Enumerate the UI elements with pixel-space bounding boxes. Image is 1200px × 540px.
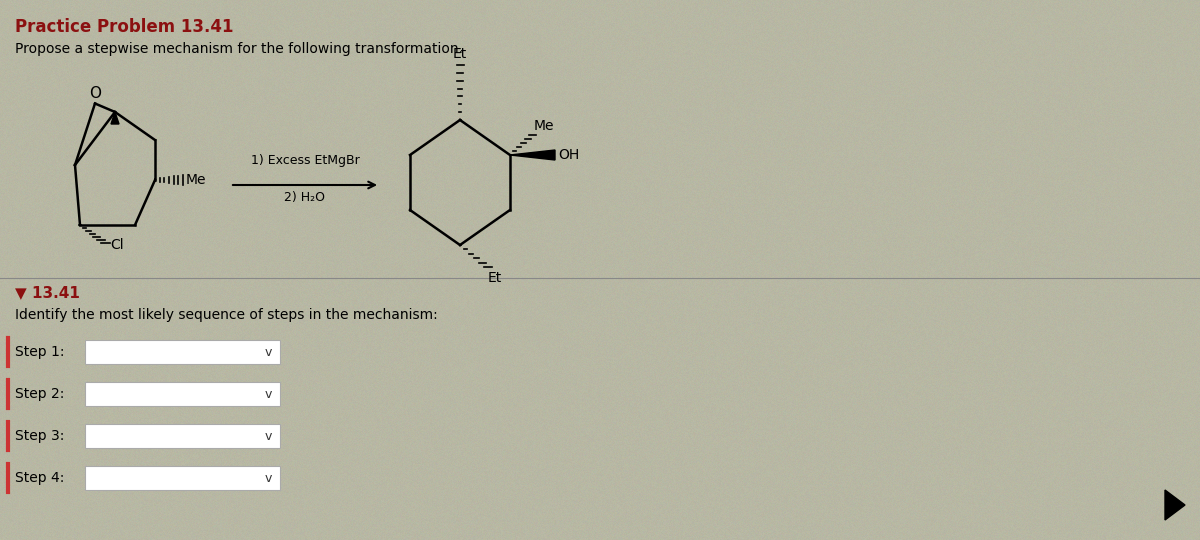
Polygon shape <box>510 150 554 160</box>
Text: Step 4:: Step 4: <box>14 471 65 485</box>
Text: Propose a stepwise mechanism for the following transformation.: Propose a stepwise mechanism for the fol… <box>14 42 463 56</box>
FancyBboxPatch shape <box>85 382 280 406</box>
Text: v: v <box>264 346 271 359</box>
Text: Me: Me <box>186 173 206 187</box>
Text: Identify the most likely sequence of steps in the mechanism:: Identify the most likely sequence of ste… <box>14 308 438 322</box>
Text: Step 2:: Step 2: <box>14 387 65 401</box>
Polygon shape <box>1165 490 1186 520</box>
Text: Practice Problem 13.41: Practice Problem 13.41 <box>14 18 234 36</box>
Text: v: v <box>264 429 271 442</box>
FancyBboxPatch shape <box>85 424 280 448</box>
Polygon shape <box>112 112 119 124</box>
FancyBboxPatch shape <box>85 340 280 364</box>
Text: v: v <box>264 388 271 401</box>
Text: Step 1:: Step 1: <box>14 345 65 359</box>
Text: Et: Et <box>488 271 503 285</box>
Text: Step 3:: Step 3: <box>14 429 65 443</box>
Text: 1) Excess EtMgBr: 1) Excess EtMgBr <box>251 154 359 167</box>
Text: Me: Me <box>534 119 554 133</box>
Text: ▼ 13.41: ▼ 13.41 <box>14 285 80 300</box>
Text: O: O <box>89 85 101 100</box>
Text: v: v <box>264 471 271 484</box>
Text: Cl: Cl <box>110 238 124 252</box>
Text: Et: Et <box>452 47 467 61</box>
Text: OH: OH <box>558 148 580 162</box>
FancyBboxPatch shape <box>85 466 280 490</box>
Text: 2) H₂O: 2) H₂O <box>284 191 325 204</box>
